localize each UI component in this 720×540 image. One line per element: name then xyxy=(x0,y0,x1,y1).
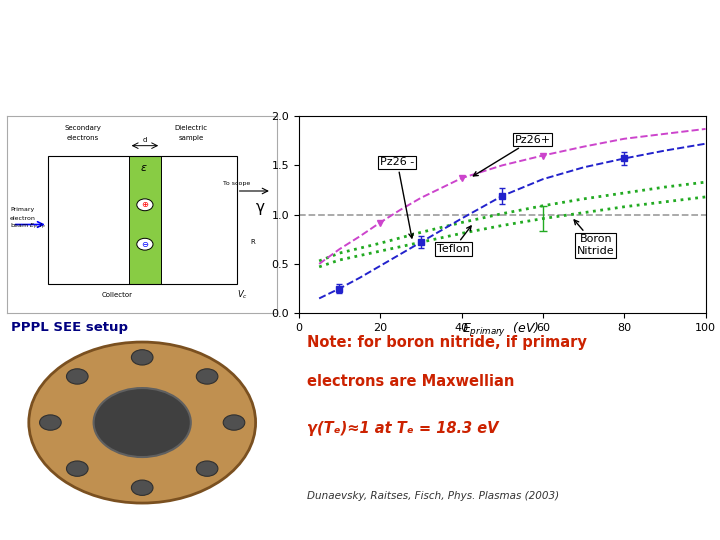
Circle shape xyxy=(29,342,256,503)
Text: To scope: To scope xyxy=(223,181,251,186)
Circle shape xyxy=(94,388,191,457)
Text: Secondary: Secondary xyxy=(64,125,102,131)
Text: ⊖: ⊖ xyxy=(141,240,148,249)
Circle shape xyxy=(66,369,88,384)
Text: Dunaevsky, Raitses, Fisch, Phys. Plasmas (2003): Dunaevsky, Raitses, Fisch, Phys. Plasmas… xyxy=(307,491,559,501)
Circle shape xyxy=(131,350,153,365)
Text: electron: electron xyxy=(10,215,36,220)
Text: beam $E_p,I_p$: beam $E_p,I_p$ xyxy=(10,222,46,232)
Text: $V_c$: $V_c$ xyxy=(237,288,248,301)
Circle shape xyxy=(223,415,245,430)
Circle shape xyxy=(137,199,153,211)
Text: d: d xyxy=(143,137,147,143)
Y-axis label: γ: γ xyxy=(256,200,265,215)
Text: R: R xyxy=(251,239,255,245)
Text: Collector: Collector xyxy=(102,293,132,299)
Text: Dielectric: Dielectric xyxy=(174,125,207,131)
Circle shape xyxy=(40,415,61,430)
Text: PPPL SEE setup: PPPL SEE setup xyxy=(11,321,128,334)
Bar xyxy=(129,156,161,284)
Text: Teflon: Teflon xyxy=(437,226,471,254)
Bar xyxy=(48,156,237,284)
Text: SEE from dielectrics reaches 1 at lower energies
(< 50 eV) of primary electrons : SEE from dielectrics reaches 1 at lower … xyxy=(11,26,598,71)
Circle shape xyxy=(66,461,88,476)
Text: Note: for boron nitride, if primary: Note: for boron nitride, if primary xyxy=(307,335,587,350)
Text: electrons: electrons xyxy=(67,135,99,141)
Text: Primary: Primary xyxy=(10,207,34,212)
Text: Pz26+: Pz26+ xyxy=(473,134,551,176)
Circle shape xyxy=(197,369,218,384)
Text: $E_{primary}$  (eV): $E_{primary}$ (eV) xyxy=(462,321,539,339)
Text: $\varepsilon$: $\varepsilon$ xyxy=(140,163,148,173)
Text: Pz26 -: Pz26 - xyxy=(380,157,415,238)
Text: ⊕: ⊕ xyxy=(141,200,148,210)
Text: γ(Tₑ)≈1 at Tₑ = 18.3 eV: γ(Tₑ)≈1 at Tₑ = 18.3 eV xyxy=(307,421,498,436)
Circle shape xyxy=(131,480,153,495)
Circle shape xyxy=(137,238,153,250)
Circle shape xyxy=(197,461,218,476)
Text: sample: sample xyxy=(178,135,204,141)
Text: Boron
Nitride: Boron Nitride xyxy=(574,220,615,256)
Text: electrons are Maxwellian: electrons are Maxwellian xyxy=(307,374,514,389)
